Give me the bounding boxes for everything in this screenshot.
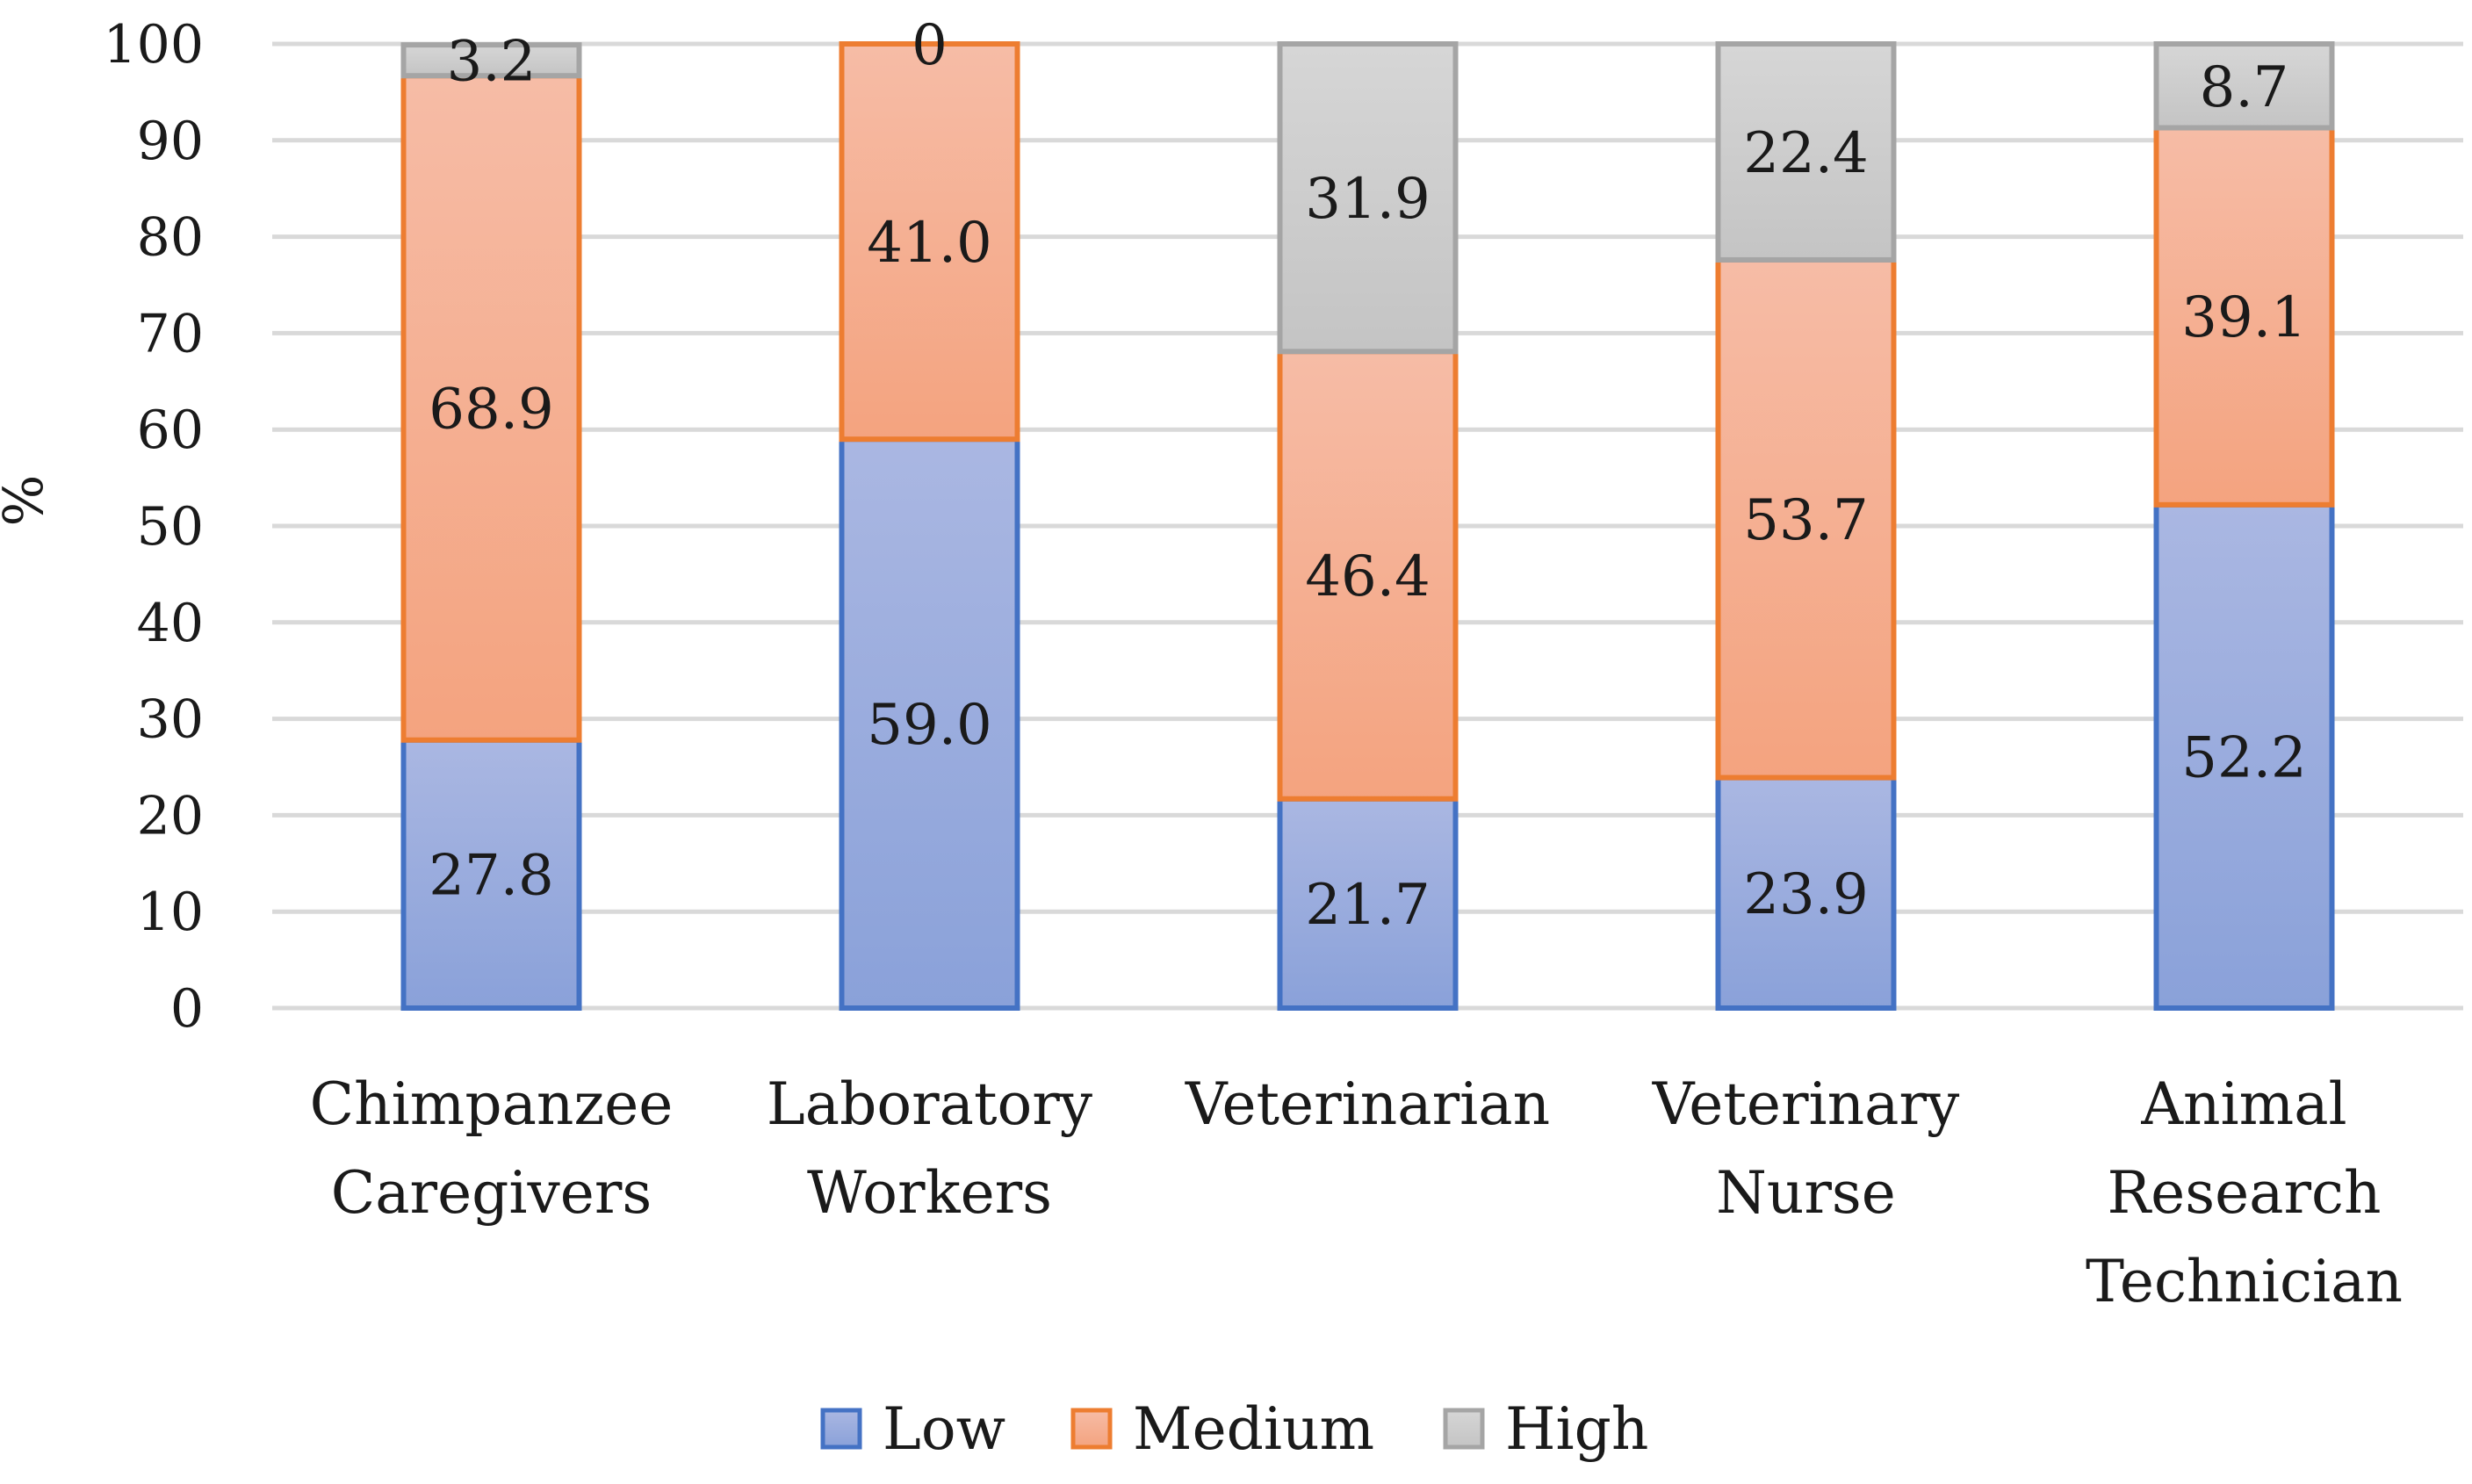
category-label-chimpanzee-caregivers: Chimpanzee Caregivers <box>310 1070 674 1227</box>
bar-medium-animal-research-technician <box>2153 125 2335 508</box>
bar-medium-veterinary-nurse <box>1715 256 1897 781</box>
data-label-medium-veterinarian: 46.4 <box>1305 544 1431 609</box>
y-axis-title: % <box>0 475 55 527</box>
data-label-low-laboratory-workers: 59.0 <box>867 693 992 758</box>
data-label-high-veterinarian: 31.9 <box>1305 167 1431 232</box>
data-label-high-animal-research-technician: 8.7 <box>2200 55 2289 120</box>
y-tick-90: 90 <box>137 111 204 172</box>
y-tick-80: 80 <box>137 207 204 269</box>
y-axis-ticks: 0 10 20 30 40 50 60 70 80 90 100 <box>103 14 204 1040</box>
bar-high-chimpanzee-caregivers <box>400 42 582 79</box>
data-labels: 27.8 68.9 3.2 59.0 41.0 0 21.7 46.4 31.9 23.9 53.7… <box>429 13 2307 938</box>
data-label-low-veterinary-nurse: 23.9 <box>1743 862 1869 927</box>
category-label-veterinary-nurse: Veterinary Nurse <box>1652 1070 1960 1227</box>
y-tick-60: 60 <box>137 400 204 461</box>
bar-high-veterinary-nurse <box>1715 41 1897 263</box>
bar-medium-laboratory-workers <box>839 41 1020 443</box>
y-tick-30: 30 <box>137 689 204 751</box>
y-tick-20: 20 <box>137 785 204 846</box>
bar-high-animal-research-technician <box>2153 41 2335 131</box>
data-label-high-veterinary-nurse: 22.4 <box>1743 121 1869 186</box>
category-label-animal-research-technician: Animal Research Technician <box>2086 1070 2403 1315</box>
y-tick-10: 10 <box>137 882 204 943</box>
data-label-medium-laboratory-workers: 41.0 <box>867 211 992 276</box>
category-labels: Chimpanzee Caregivers Laboratory Workers Vet… <box>310 1070 2403 1315</box>
bar-low-laboratory-workers <box>839 436 1020 1011</box>
data-label-medium-chimpanzee-caregivers: 68.9 <box>429 377 554 442</box>
legend-label-low: Low <box>883 1395 1005 1463</box>
bar-low-animal-research-technician <box>2153 501 2335 1011</box>
legend: Low Medium High <box>820 1395 1648 1463</box>
bars <box>400 41 2335 1012</box>
bar-medium-chimpanzee-caregivers <box>400 73 582 743</box>
data-label-high-chimpanzee-caregivers: 3.2 <box>447 30 537 95</box>
y-tick-40: 40 <box>137 593 204 654</box>
bar-high-veterinarian <box>1277 41 1459 355</box>
data-label-low-chimpanzee-caregivers: 27.8 <box>429 843 554 908</box>
y-tick-100: 100 <box>103 14 204 76</box>
y-tick-50: 50 <box>137 496 204 558</box>
legend-swatch-medium <box>1070 1408 1113 1450</box>
data-label-medium-animal-research-technician: 39.1 <box>2181 285 2307 350</box>
data-label-low-veterinarian: 21.7 <box>1305 873 1431 938</box>
legend-swatch-low <box>820 1408 862 1450</box>
data-label-low-animal-research-technician: 52.2 <box>2181 725 2307 790</box>
legend-label-high: High <box>1505 1395 1648 1463</box>
category-label-veterinarian: Veterinarian <box>1185 1070 1550 1138</box>
legend-label-medium: Medium <box>1133 1395 1374 1463</box>
data-label-medium-veterinary-nurse: 53.7 <box>1743 488 1869 553</box>
y-tick-0: 0 <box>170 978 204 1040</box>
category-label-laboratory-workers: Laboratory Workers <box>767 1070 1093 1227</box>
y-tick-70: 70 <box>137 303 204 364</box>
data-label-high-laboratory-workers: 0 <box>912 13 948 78</box>
legend-swatch-high <box>1443 1408 1485 1450</box>
bar-low-chimpanzee-caregivers <box>400 737 582 1011</box>
